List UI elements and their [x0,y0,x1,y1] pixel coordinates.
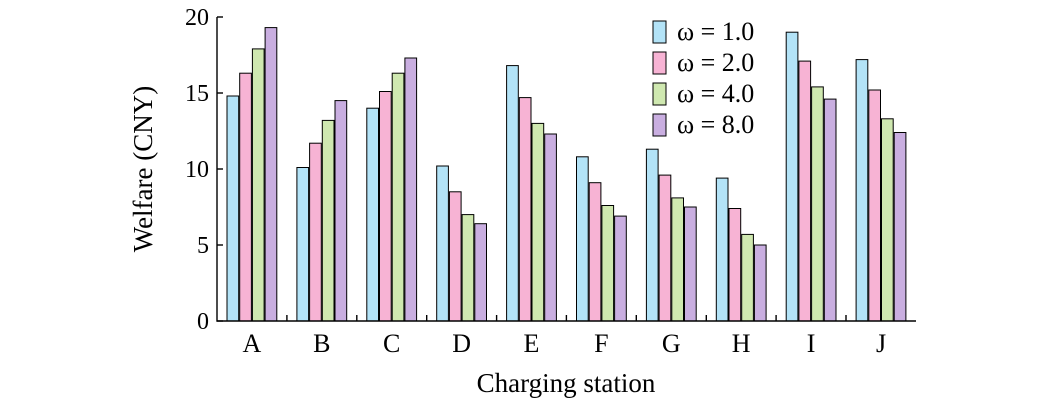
x-tick-label: E [524,329,540,358]
bar-A-series-2 [239,72,252,322]
legend-label: ω = 8.0 [677,110,754,139]
legend-label: ω = 4.0 [677,79,754,108]
legend-swatch [652,113,667,137]
bar-G-series-3 [671,197,684,322]
legend-swatch [652,20,667,44]
y-tick-label: 10 [185,157,209,183]
bar-J-series-1 [855,59,869,322]
bar-J-series-4 [893,132,907,322]
bar-A-series-4 [264,27,278,322]
legend-label: ω = 1.0 [677,17,754,46]
x-tick-label: I [807,329,816,358]
legend-label: ω = 2.0 [677,48,754,77]
bar-G-series-2 [658,174,672,322]
bar-G-series-4 [684,206,697,322]
y-tick-label: 20 [185,5,209,31]
bar-A-series-1 [226,95,240,322]
x-axis-title: Charging station [477,368,656,398]
bar-D-series-1 [436,165,449,322]
y-tick-label: 5 [197,233,209,259]
bar-F-series-4 [614,215,627,322]
bar-H-series-3 [741,233,754,322]
bar-J-series-3 [881,118,894,322]
bar-F-series-2 [588,182,602,322]
bar-F-series-1 [576,156,589,322]
y-ticks: 0 5 10 15 20 [185,5,223,335]
legend-swatch [652,82,667,106]
bar-D-series-2 [448,191,462,322]
bars-layer [226,27,907,322]
bar-B-series-4 [334,100,348,322]
legend: ω = 1.0ω = 2.0ω = 4.0ω = 8.0 [652,17,754,139]
legend-swatch [652,51,667,75]
bar-B-series-3 [321,119,335,322]
bar-E-series-4 [544,133,557,322]
bar-I-series-4 [823,98,837,322]
x-tick-label: F [594,329,608,358]
x-tick-label: A [243,329,262,358]
bar-I-series-2 [798,60,812,322]
bar-F-series-3 [601,205,615,322]
bar-C-series-1 [366,107,379,322]
bar-D-series-4 [474,223,487,322]
bar-E-series-3 [531,122,545,322]
x-tick-label: D [452,329,471,358]
bar-C-series-4 [404,57,418,322]
y-axis-title: Welfare (CNY) [128,86,158,253]
bar-J-series-2 [868,89,881,322]
bar-A-series-3 [251,48,265,322]
x-tick-label: H [732,329,751,358]
bar-I-series-3 [811,86,824,322]
y-tick-label: 15 [185,81,209,107]
bar-B-series-1 [296,167,310,322]
x-ticks: A B C D E F G H I J [243,315,886,358]
bar-E-series-1 [506,65,519,322]
bar-H-series-4 [753,244,767,322]
bar-B-series-2 [309,142,322,322]
y-tick-label: 0 [197,309,209,335]
bar-G-series-1 [645,148,659,322]
bar-I-series-1 [785,31,799,322]
bar-E-series-2 [518,97,532,322]
x-tick-label: C [383,329,400,358]
x-tick-label: G [662,329,681,358]
bar-D-series-3 [461,214,475,322]
bar-H-series-2 [728,208,742,322]
bar-C-series-3 [391,72,405,322]
bar-H-series-1 [715,177,729,322]
bar-C-series-2 [379,91,392,322]
x-tick-label: J [876,329,886,358]
x-tick-label: B [313,329,330,358]
